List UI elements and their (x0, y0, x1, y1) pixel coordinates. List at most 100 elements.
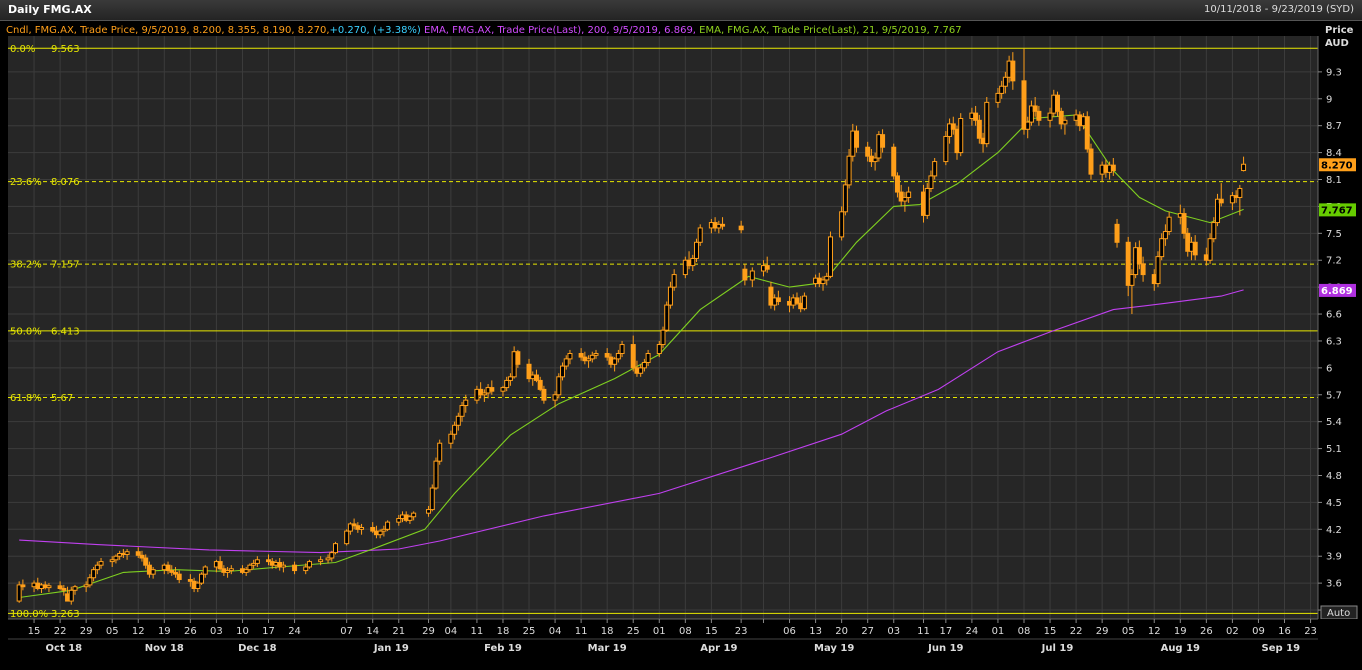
candle[interactable] (411, 512, 417, 518)
candle[interactable] (630, 344, 636, 369)
candle[interactable] (351, 523, 357, 527)
candle[interactable] (902, 196, 908, 202)
candle[interactable] (1110, 164, 1116, 172)
candle[interactable] (455, 415, 461, 426)
candle[interactable] (98, 561, 104, 566)
candle[interactable] (839, 211, 845, 238)
candle[interactable] (589, 354, 595, 360)
candle[interactable] (68, 589, 74, 602)
candle[interactable] (359, 527, 365, 530)
candle[interactable] (1002, 76, 1008, 87)
candle[interactable] (533, 374, 539, 381)
candle[interactable] (303, 566, 309, 572)
candle[interactable] (46, 585, 52, 589)
candle[interactable] (254, 559, 260, 564)
candle[interactable] (690, 257, 696, 267)
candle[interactable] (452, 424, 458, 435)
candle[interactable] (217, 561, 223, 570)
candle[interactable] (228, 568, 234, 572)
candle[interactable] (463, 399, 469, 407)
candle[interactable] (764, 265, 770, 270)
candle[interactable] (329, 552, 335, 559)
candle[interactable] (500, 387, 506, 392)
candle[interactable] (481, 392, 487, 396)
candle[interactable] (489, 387, 495, 392)
candle[interactable] (928, 175, 934, 189)
candle[interactable] (943, 135, 949, 163)
candle[interactable] (247, 564, 253, 571)
candle[interactable] (645, 353, 651, 363)
candle[interactable] (924, 187, 930, 216)
candle[interactable] (1211, 222, 1217, 240)
candle[interactable] (947, 123, 953, 137)
candle[interactable] (139, 554, 145, 559)
candle[interactable] (370, 527, 376, 532)
candle[interactable] (1125, 241, 1131, 286)
candle[interactable] (91, 569, 97, 579)
candle[interactable] (1114, 223, 1120, 243)
candle[interactable] (586, 358, 592, 362)
candle[interactable] (504, 379, 510, 389)
candle[interactable] (693, 241, 699, 259)
candle[interactable] (172, 571, 178, 575)
candle[interactable] (894, 175, 900, 193)
candle[interactable] (667, 286, 673, 306)
candle[interactable] (846, 155, 852, 186)
candle[interactable] (20, 584, 26, 588)
candle[interactable] (854, 130, 860, 148)
candle[interactable] (124, 551, 130, 555)
candle[interactable] (381, 528, 387, 532)
candle[interactable] (604, 353, 610, 358)
candle[interactable] (552, 394, 558, 401)
candle[interactable] (641, 361, 647, 369)
candle[interactable] (478, 388, 484, 396)
candle[interactable] (865, 146, 871, 157)
candle[interactable] (448, 433, 454, 444)
candle[interactable] (842, 184, 848, 213)
candle[interactable] (202, 566, 208, 575)
candle[interactable] (950, 123, 956, 130)
candle[interactable] (682, 259, 688, 276)
candle[interactable] (1207, 238, 1213, 261)
candle[interactable] (1062, 119, 1068, 125)
candle[interactable] (898, 191, 904, 202)
candle[interactable] (775, 297, 781, 302)
candle[interactable] (187, 579, 193, 582)
candle[interactable] (619, 344, 625, 355)
candle[interactable] (165, 564, 171, 572)
candle[interactable] (16, 584, 22, 602)
candle[interactable] (720, 223, 726, 227)
candle[interactable] (537, 379, 543, 390)
candle[interactable] (1021, 80, 1027, 130)
candle[interactable] (664, 304, 670, 331)
candle[interactable] (1084, 116, 1090, 150)
candle[interactable] (176, 573, 182, 581)
candle[interactable] (958, 118, 964, 154)
candle[interactable] (824, 275, 830, 281)
candle[interactable] (827, 236, 833, 277)
candle[interactable] (1010, 60, 1016, 82)
candle[interactable] (325, 557, 331, 561)
candle[interactable] (407, 516, 413, 521)
candle[interactable] (57, 585, 63, 590)
candle[interactable] (973, 112, 979, 121)
candle[interactable] (135, 551, 141, 556)
candle[interactable] (243, 569, 249, 573)
candle[interactable] (61, 588, 67, 591)
candle[interactable] (426, 509, 432, 514)
candlestick-chart[interactable]: Cndl, FMG.AX, Trade Price, 9/5/2019, 8.2… (0, 20, 1362, 670)
candle[interactable] (1136, 247, 1142, 265)
candle[interactable] (515, 351, 521, 365)
candle[interactable] (749, 270, 755, 281)
candle[interactable] (1025, 121, 1031, 130)
candle[interactable] (738, 225, 744, 231)
candle[interactable] (199, 573, 205, 584)
candle[interactable] (306, 561, 312, 568)
candle[interactable] (1162, 231, 1168, 240)
candle[interactable] (660, 329, 666, 346)
candle[interactable] (556, 376, 562, 396)
candle[interactable] (292, 564, 298, 572)
candle[interactable] (396, 518, 402, 523)
candle[interactable] (280, 564, 286, 568)
candle[interactable] (697, 227, 703, 243)
